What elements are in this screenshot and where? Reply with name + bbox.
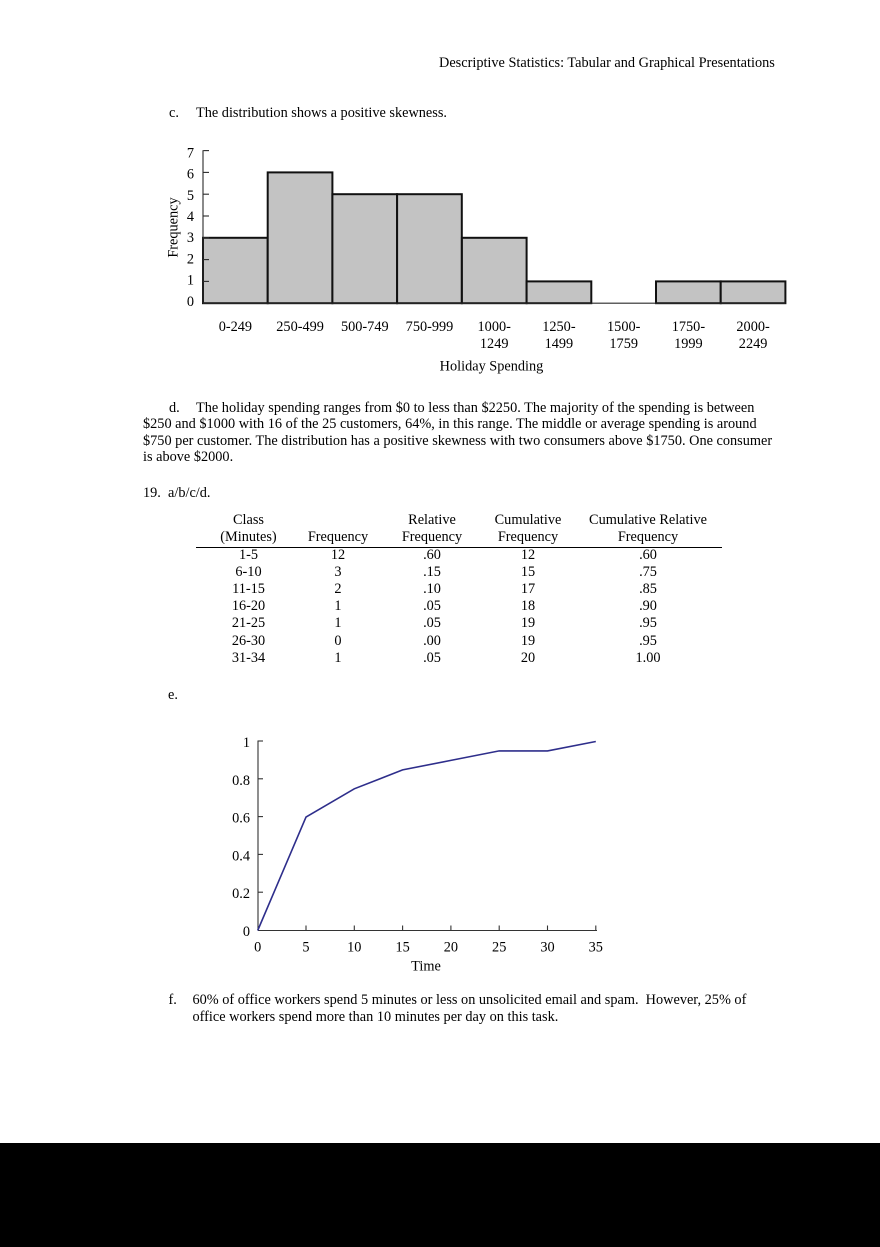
svg-text:0: 0 xyxy=(243,924,250,940)
svg-text:Frequency: Frequency xyxy=(166,196,182,257)
svg-text:4: 4 xyxy=(187,209,194,225)
svg-text:10: 10 xyxy=(347,940,361,956)
svg-text:1750-: 1750- xyxy=(672,319,706,335)
svg-text:0.8: 0.8 xyxy=(232,773,250,789)
svg-text:0: 0 xyxy=(187,294,194,310)
svg-text:0.4: 0.4 xyxy=(232,848,250,864)
svg-text:1000-: 1000- xyxy=(478,319,512,335)
svg-text:20: 20 xyxy=(444,940,458,956)
svg-text:2000-: 2000- xyxy=(736,319,770,335)
svg-text:250-499: 250-499 xyxy=(276,319,324,335)
svg-text:1500-: 1500- xyxy=(607,319,641,335)
svg-text:0.2: 0.2 xyxy=(232,886,250,902)
svg-text:1249: 1249 xyxy=(480,336,509,352)
svg-text:Holiday Spending: Holiday Spending xyxy=(440,359,544,375)
svg-text:2249: 2249 xyxy=(739,336,768,352)
svg-text:0-249: 0-249 xyxy=(219,319,252,335)
svg-text:30: 30 xyxy=(540,940,554,956)
svg-text:5: 5 xyxy=(187,188,194,204)
svg-text:15: 15 xyxy=(395,940,409,956)
svg-text:7: 7 xyxy=(187,145,194,161)
svg-text:25: 25 xyxy=(492,940,506,956)
svg-text:Time: Time xyxy=(411,959,441,975)
svg-text:1250-: 1250- xyxy=(542,319,576,335)
svg-text:0: 0 xyxy=(254,940,261,956)
svg-text:3: 3 xyxy=(187,230,194,246)
svg-text:5: 5 xyxy=(302,940,309,956)
svg-text:1759: 1759 xyxy=(609,336,638,352)
svg-text:2: 2 xyxy=(187,252,194,268)
svg-text:35: 35 xyxy=(589,940,603,956)
svg-text:1: 1 xyxy=(187,273,194,289)
svg-text:750-999: 750-999 xyxy=(406,319,454,335)
svg-text:1: 1 xyxy=(243,735,250,751)
svg-text:500-749: 500-749 xyxy=(341,319,389,335)
svg-text:1499: 1499 xyxy=(545,336,574,352)
svg-text:1999: 1999 xyxy=(674,336,703,352)
svg-text:6: 6 xyxy=(187,167,194,183)
svg-text:0.6: 0.6 xyxy=(232,811,250,827)
